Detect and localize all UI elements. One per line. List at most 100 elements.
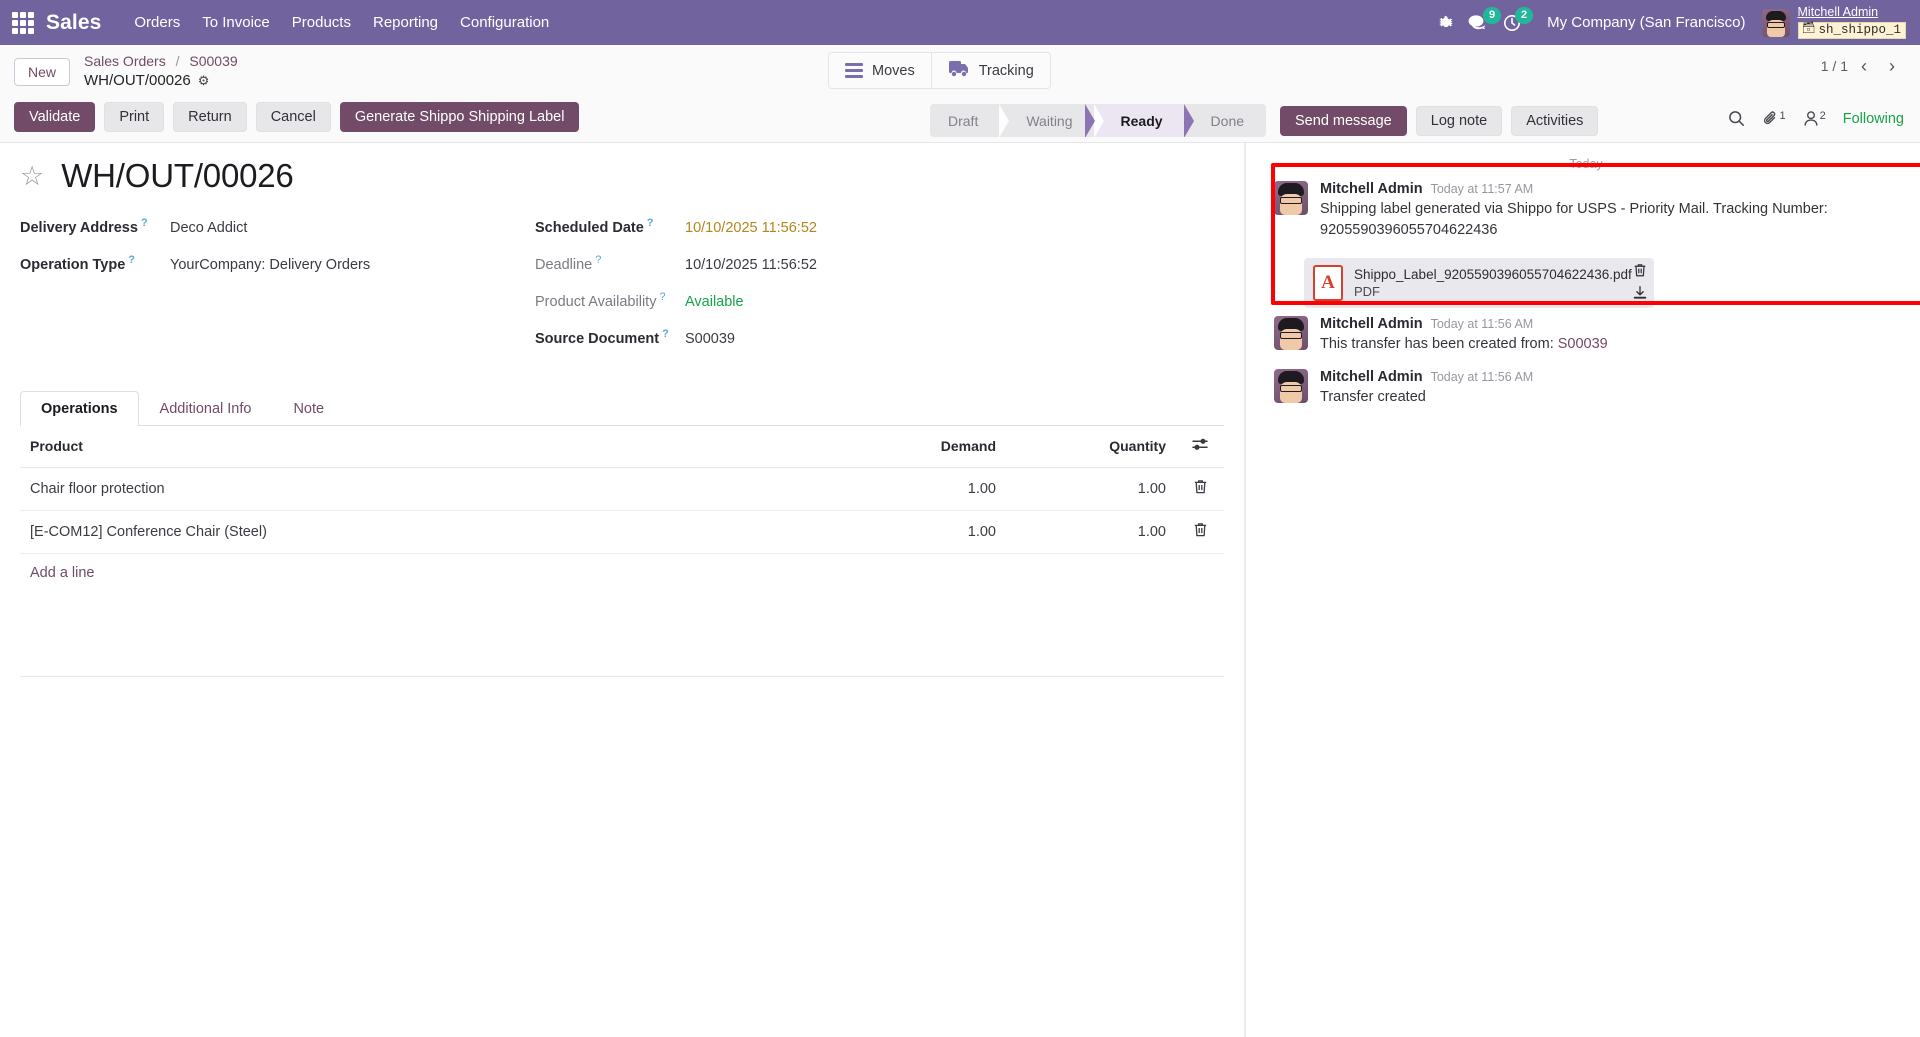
user-icon[interactable]: 2 [1803,110,1826,127]
tab-note[interactable]: Note [293,400,325,417]
send-message-button[interactable]: Send message [1280,105,1407,136]
status-step-waiting[interactable]: Waiting [1000,104,1104,138]
help-icon[interactable]: ? [140,217,148,230]
chatter-message-transfer-created: Mitchell Admin Today at 11:56 AM Transfe… [1270,363,1902,416]
menu-configuration[interactable]: Configuration [460,14,550,31]
app-brand-sales[interactable]: Sales [46,10,102,34]
notebook: Operations Additional Info Note Product … [20,390,1224,677]
attachment-filename[interactable]: Shippo_Label_9205590396055704622436.pdf [1354,267,1632,283]
row-delete-cell[interactable] [1176,510,1224,554]
add-line-row[interactable]: Add a line [20,553,1224,592]
field-deadline-label-text: Deadline [535,256,593,273]
message-body: Mitchell Admin Today at 11:56 AM Transfe… [1320,369,1898,408]
field-delivery-address-value[interactable]: Deco Addict [170,220,248,237]
cell-product[interactable]: [E-COM12] Conference Chair (Steel) [20,510,836,554]
help-icon[interactable]: ? [662,327,669,340]
generate-shippo-shipping-label-button[interactable]: Generate Shippo Shipping Label [339,102,580,133]
chatter-thread: Today Mitchell Admin Today at 11:57 AM S… [1270,157,1920,416]
menu-to-invoice[interactable]: To Invoice [202,14,270,31]
cell-demand[interactable]: 1.00 [836,510,1006,554]
menu-products[interactable]: Products [291,14,351,31]
breadcrumb-path: Sales Orders / S00039 [84,53,238,71]
chatter-action-buttons: Send message Log note Activities [1280,105,1599,136]
smart-button-moves[interactable]: Moves [829,53,932,88]
log-note-button[interactable]: Log note [1415,105,1503,136]
optional-columns-button[interactable] [1176,425,1224,468]
cell-quantity[interactable]: 1.00 [1006,467,1176,511]
help-icon[interactable]: ? [595,254,602,267]
return-button[interactable]: Return [173,102,247,133]
field-column-right: Scheduled Date? 10/10/2025 11:56:52 Dead… [535,217,1075,364]
following-button[interactable]: Following [1842,110,1904,127]
breadcrumb-root[interactable]: Sales Orders [84,53,166,69]
pager-previous-button[interactable]: ‹ [1861,56,1867,76]
smart-button-tracking[interactable]: Tracking [931,53,1050,88]
top-navbar: Sales Orders To Invoice Products Reporti… [0,0,1920,45]
download-icon[interactable] [1633,285,1647,303]
apps-grid-icon[interactable] [10,10,36,36]
user-menu[interactable]: Mitchell Admin 🗃 sh_shippo_1 [1761,6,1906,39]
message-timestamp: Today at 11:56 AM [1430,369,1534,384]
action-row: Validate Print Return Cancel Generate Sh… [0,96,1920,142]
column-header-product: Product [20,425,836,468]
user-text-block: Mitchell Admin 🗃 sh_shippo_1 [1797,6,1906,39]
status-step-done[interactable]: Done [1184,104,1267,138]
clock-icon[interactable]: 2 [1503,6,1534,32]
field-scheduled-date-label: Scheduled Date? [535,217,685,236]
company-switcher[interactable]: My Company (San Francisco) [1547,14,1746,31]
database-chip: 🗃 sh_shippo_1 [1797,21,1906,39]
field-product-availability: Product Availability? Available [535,291,1075,310]
cell-product[interactable]: Chair floor protection [20,467,836,511]
new-button[interactable]: New [14,57,71,86]
row-delete-cell[interactable] [1176,467,1224,511]
table-row[interactable]: [E-COM12] Conference Chair (Steel) 1.00 … [20,510,1224,554]
help-icon[interactable]: ? [646,217,654,230]
field-product-availability-label: Product Availability? [535,291,685,310]
tab-operations[interactable]: Operations [20,390,139,426]
field-operation-type-label: Operation Type? [20,254,170,273]
print-button[interactable]: Print [104,102,165,133]
trash-icon[interactable] [1633,263,1647,281]
field-delivery-address-label: Delivery Address? [20,217,170,236]
breadcrumb-parent[interactable]: S00039 [189,53,238,69]
field-operation-type-value[interactable]: YourCompany: Delivery Orders [170,256,371,273]
status-step-ready[interactable]: Ready [1084,104,1194,138]
help-icon[interactable]: ? [659,290,666,303]
chat-icon[interactable]: 9 [1468,6,1502,32]
menu-reporting[interactable]: Reporting [372,14,439,31]
trash-icon[interactable] [1193,479,1208,499]
status-step-draft[interactable]: Draft [930,104,1010,138]
cell-quantity[interactable]: 1.00 [1006,510,1176,554]
chatter-message-shipping-label: Mitchell Admin Today at 11:57 AM Shippin… [1270,175,1902,248]
cancel-button[interactable]: Cancel [255,102,331,133]
field-scheduled-date-value[interactable]: 10/10/2025 11:56:52 [685,220,817,237]
pager-next-button[interactable]: › [1889,56,1895,76]
paperclip-icon[interactable]: 1 [1762,110,1786,127]
add-line-cell[interactable]: Add a line [20,553,1224,592]
attachment-card[interactable]: A Shippo_Label_9205590396055704622436.pd… [1304,258,1654,309]
message-source-link[interactable]: S00039 [1557,336,1608,353]
field-delivery-address: Delivery Address? Deco Addict [20,217,535,236]
attachment-filetype: PDF [1354,283,1380,299]
field-scheduled-date-label-text: Scheduled Date [535,220,644,237]
control-panel: New Sales Orders / S00039 WH/OUT/00026 ⚙… [0,45,1920,144]
field-deadline-value[interactable]: 10/10/2025 11:56:52 [685,256,817,273]
help-icon[interactable]: ? [128,254,136,267]
table-row[interactable]: Chair floor protection 1.00 1.00 [20,467,1224,511]
star-icon[interactable]: ☆ [20,160,45,191]
validate-button[interactable]: Validate [14,102,96,133]
menu-orders[interactable]: Orders [134,14,181,31]
operations-table: Product Demand Quantity [20,425,1224,592]
field-source-document-value[interactable]: S00039 [685,330,735,347]
activities-button[interactable]: Activities [1511,105,1599,136]
gear-icon[interactable]: ⚙ [197,72,210,88]
add-a-line-button[interactable]: Add a line [30,564,95,581]
magnifier-icon[interactable] [1728,110,1745,127]
bug-icon[interactable] [1438,15,1454,31]
table-header-row: Product Demand Quantity [20,425,1224,468]
cell-demand[interactable]: 1.00 [836,467,1006,511]
tab-additional-info[interactable]: Additional Info [159,400,252,417]
trash-icon[interactable] [1193,522,1208,542]
followers-count: 2 [1819,110,1826,123]
field-column-left: Delivery Address? Deco Addict Operation … [20,217,535,364]
